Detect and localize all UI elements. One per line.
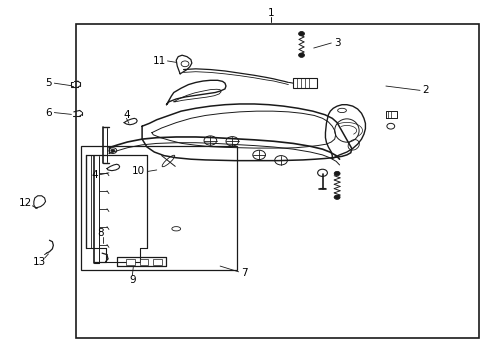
Circle shape [333,171,339,176]
Circle shape [333,195,339,199]
Text: 13: 13 [33,257,46,267]
Text: 10: 10 [131,166,144,176]
Bar [81,145,237,270]
Text: 5: 5 [45,78,52,88]
Circle shape [111,149,115,152]
Bar [76,24,478,338]
Bar [153,259,161,265]
Text: 6: 6 [45,108,52,118]
Text: 4: 4 [123,110,129,120]
Text: 12: 12 [19,198,32,208]
Circle shape [298,53,304,57]
Text: 2: 2 [422,85,428,95]
Circle shape [298,32,304,36]
Text: 8: 8 [97,228,103,238]
Bar [126,259,135,265]
Text: 9: 9 [129,275,135,285]
Bar [293,78,316,88]
Text: 11: 11 [153,56,166,66]
Bar [140,259,148,265]
Text: 3: 3 [333,38,340,48]
Text: 1: 1 [267,8,274,18]
Text: 7: 7 [241,268,247,278]
Text: 4: 4 [91,170,98,180]
